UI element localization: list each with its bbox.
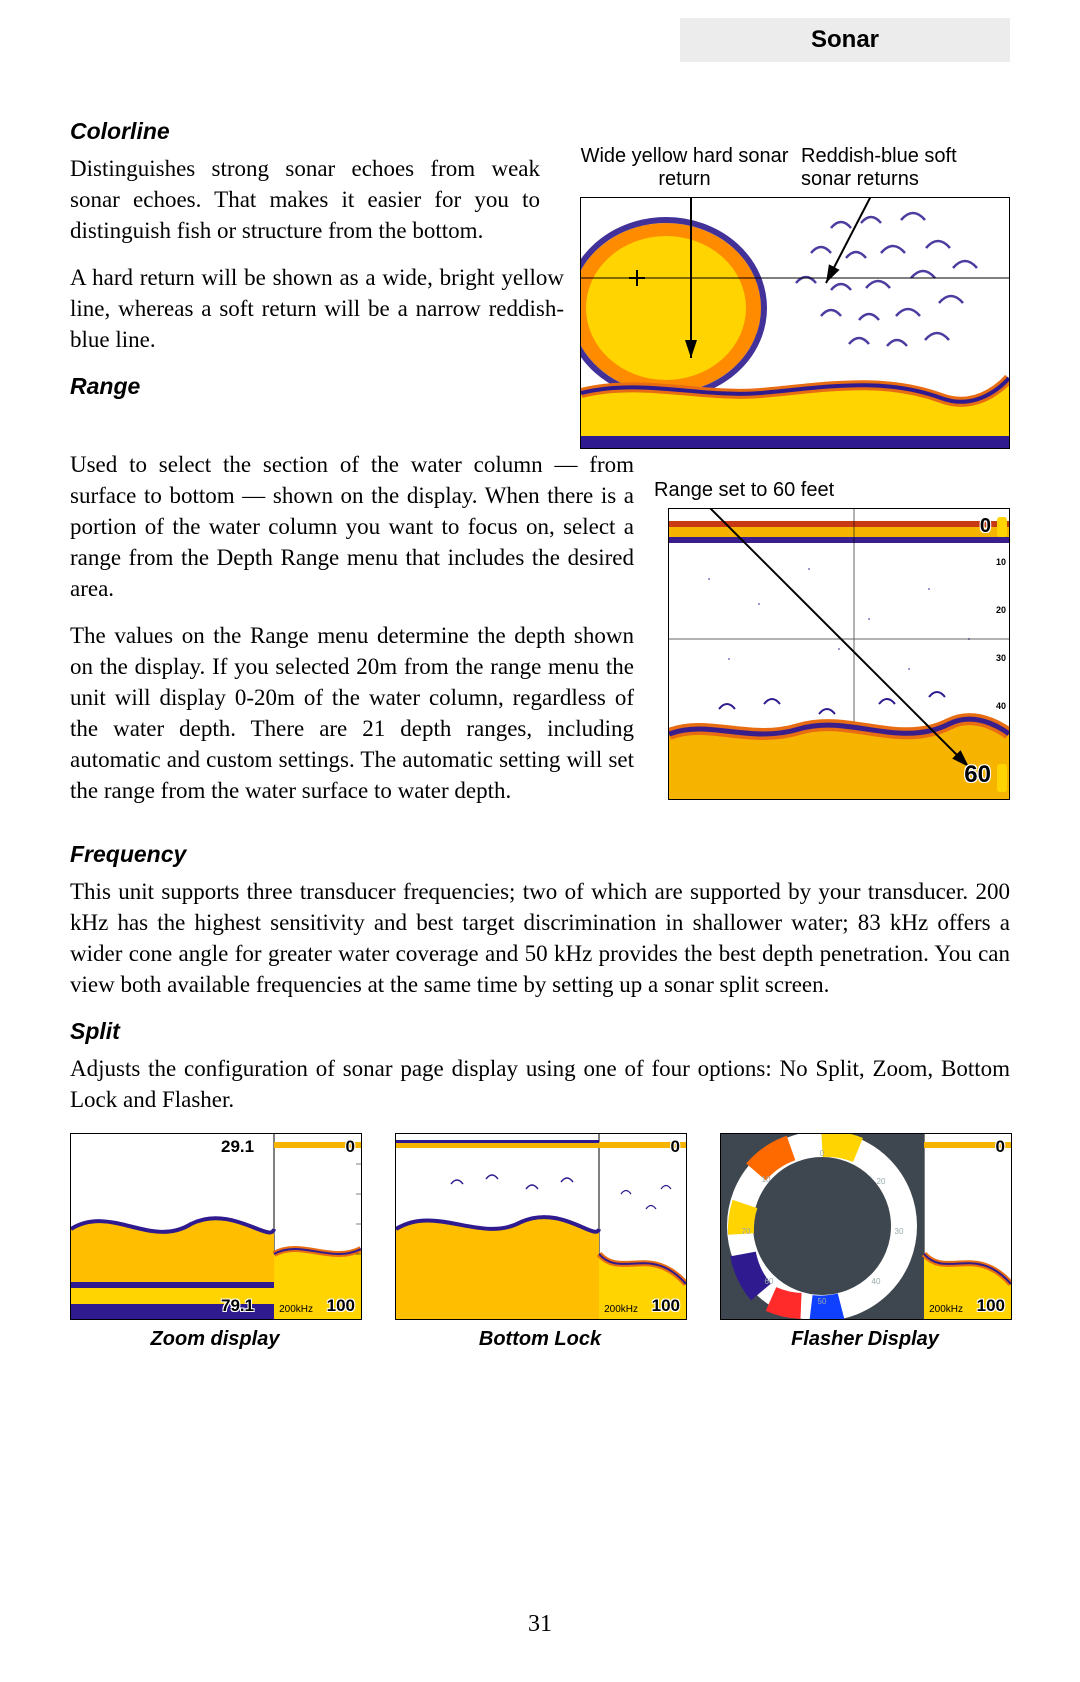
colorline-figure-block: Wide yellow hard sonar return Reddish-bl… <box>580 145 1010 449</box>
section-title-split: Split <box>70 1018 1010 1045</box>
zoom-cell: 29.1 0 79.1 100 200kHz Zoom display <box>70 1133 360 1351</box>
section-title-colorline: Colorline <box>70 118 1010 145</box>
colorline-sonar-figure <box>580 197 1010 449</box>
zoom-figure: 29.1 0 79.1 100 200kHz <box>70 1133 362 1320</box>
zoom-bl: 79.1 <box>221 1296 254 1316</box>
flasher-freq: 200kHz <box>929 1304 963 1315</box>
colorline-p2: A hard return will be shown as a wide, b… <box>70 262 590 355</box>
section-title-frequency: Frequency <box>70 841 1010 868</box>
range-figure-block: Range set to 60 feet <box>650 479 1010 800</box>
split-modes-row: 29.1 0 79.1 100 200kHz Zoom display <box>70 1133 1010 1351</box>
zoom-svg <box>71 1134 361 1319</box>
flasher-cell: 02030 405060 7010 0 100 200kHz Flash <box>720 1133 1010 1351</box>
bottomlock-figure: 0 100 200kHz <box>395 1133 687 1320</box>
svg-text:0: 0 <box>820 1149 825 1158</box>
zoom-tr: 0 <box>346 1137 355 1157</box>
frequency-p1: This unit supports three transducer freq… <box>70 876 1010 1000</box>
flasher-svg: 0 20 30 40 50 60 70 10 <box>721 1134 1011 1319</box>
svg-text:60: 60 <box>765 1277 774 1286</box>
zoom-tl: 29.1 <box>221 1137 254 1157</box>
range-sonar-svg <box>669 509 1009 799</box>
svg-text:10: 10 <box>762 1175 771 1184</box>
colorline-sonar-svg <box>581 198 1009 448</box>
header-tab-label: Sonar <box>811 26 879 54</box>
range-bottom-value: 60 <box>964 761 991 789</box>
callout-soft-return: Reddish-blue soft sonar returns <box>801 145 1010 191</box>
svg-text:70: 70 <box>742 1227 751 1236</box>
zoom-freq: 200kHz <box>279 1304 313 1315</box>
split-p1: Adjusts the configuration of sonar page … <box>70 1053 1010 1115</box>
range-tick-30: 30 <box>996 653 1006 663</box>
zoom-caption: Zoom display <box>70 1328 360 1351</box>
header-tab: Sonar <box>680 18 1010 62</box>
bottomlock-br: 100 <box>652 1296 680 1316</box>
bottomlock-freq: 200kHz <box>604 1304 638 1315</box>
flasher-figure: 0 20 30 40 50 60 70 10 0 100 200kHz <box>720 1133 1012 1320</box>
range-sonar-figure: 0 60 10 20 30 40 <box>668 508 1010 800</box>
callout-range: Range set to 60 feet <box>654 479 1010 502</box>
callout-hard-return: Wide yellow hard sonar return <box>580 145 789 191</box>
bottomlock-cell: 0 100 200kHz Bottom Lock <box>395 1133 685 1351</box>
colorline-p1: Distinguishes strong sonar echoes from w… <box>70 153 540 246</box>
flasher-tr: 0 <box>996 1137 1005 1157</box>
bottomlock-svg <box>396 1134 686 1319</box>
svg-text:40: 40 <box>872 1277 881 1286</box>
page-number: 31 <box>0 1611 1080 1638</box>
svg-text:30: 30 <box>895 1227 904 1236</box>
flasher-caption: Flasher Display <box>720 1328 1010 1351</box>
zoom-br: 100 <box>327 1296 355 1316</box>
flasher-br: 100 <box>977 1296 1005 1316</box>
range-tick-40: 40 <box>996 701 1006 711</box>
bottomlock-caption: Bottom Lock <box>395 1328 685 1351</box>
range-tick-10: 10 <box>996 557 1006 567</box>
range-top-value: 0 <box>980 515 991 538</box>
svg-text:20: 20 <box>877 1177 886 1186</box>
svg-text:50: 50 <box>818 1297 827 1306</box>
range-tick-20: 20 <box>996 605 1006 615</box>
bottomlock-tr: 0 <box>671 1137 680 1157</box>
